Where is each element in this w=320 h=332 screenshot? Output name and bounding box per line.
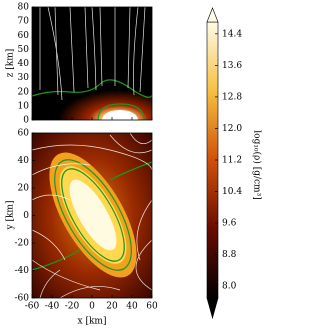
- y-tick-label: 60: [18, 129, 30, 139]
- y-tick-label: 20: [18, 184, 30, 194]
- colorbar-tick-label: 10.4: [222, 187, 242, 197]
- y-tick-label: 40: [18, 59, 30, 69]
- y-tick-label: 70: [18, 17, 30, 27]
- y-tick-label: 0: [23, 211, 29, 221]
- top-map: [32, 7, 152, 120]
- colorbar-extend-bottom: [206, 297, 219, 320]
- y-tick-label: 40: [18, 156, 30, 166]
- colorbar-tick-label: 8.0: [222, 282, 237, 292]
- y-tick-label: 0: [23, 116, 29, 126]
- x-tick-label: 0: [89, 302, 95, 312]
- y-tick-label: -60: [15, 294, 30, 304]
- colorbar-tick-label: 9.6: [222, 219, 237, 229]
- y-tick-label: 20: [18, 87, 30, 97]
- x-tick-label: -40: [45, 302, 60, 312]
- y-tick-label: 80: [18, 3, 30, 13]
- axis-label: y [km]: [6, 201, 16, 231]
- axis-label: z [km]: [6, 49, 16, 78]
- y-tick-label: 30: [18, 73, 30, 83]
- colorbar-tick-label: 12.0: [222, 124, 242, 134]
- figure: z [km] y [km] x [km] log₁₀(ρ) [g/cm³] 0 1…: [6, 3, 263, 327]
- bottom-map: [32, 133, 152, 298]
- y-tick-label: -20: [15, 239, 30, 249]
- colorbar-extend-top: [206, 7, 219, 23]
- colorbar-tick-label: 11.2: [222, 156, 242, 166]
- x-tick-label: 60: [146, 302, 158, 312]
- y-tick-label: -40: [15, 266, 30, 276]
- y-tick-label: 50: [18, 45, 30, 55]
- colorbar-label: log₁₀(ρ) [g/cm³]: [252, 130, 263, 199]
- colorbar-tick-label: 8.8: [222, 250, 237, 260]
- y-tick-label: 60: [18, 31, 30, 41]
- x-tick-label: 20: [106, 302, 118, 312]
- colorbar-tick-label: 14.4: [222, 29, 242, 39]
- x-tick-label: -60: [25, 302, 40, 312]
- colorbar-tick-label: 12.8: [222, 92, 242, 102]
- x-tick-label: -20: [65, 302, 80, 312]
- colorbar-tick-label: 13.6: [222, 61, 242, 71]
- x-tick-label: 40: [126, 302, 138, 312]
- axis-label: x [km]: [78, 317, 107, 327]
- y-tick-label: 10: [18, 101, 30, 111]
